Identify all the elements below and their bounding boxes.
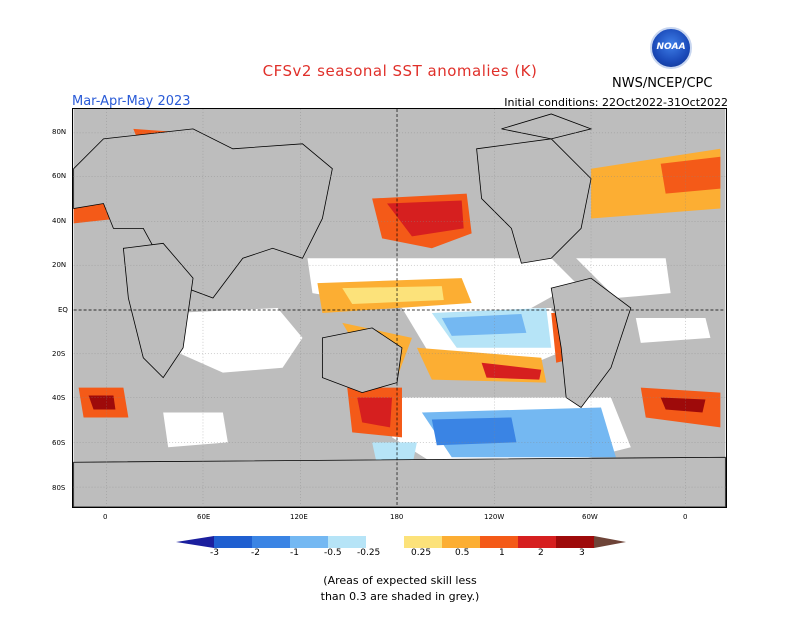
sst-anomaly-map <box>72 108 727 508</box>
lat-label: 40N <box>52 217 67 225</box>
colorbar-label: -1 <box>290 548 299 558</box>
skill-note-line1: (Areas of expected skill less <box>323 574 477 587</box>
colorbar <box>176 536 626 548</box>
lat-label: 40S <box>52 394 66 402</box>
colorbar-segment <box>214 536 252 548</box>
lon-label: 180 <box>390 513 404 521</box>
lat-label: 60S <box>52 439 66 447</box>
forecast-period: Mar-Apr-May 2023 <box>72 94 191 109</box>
minor-gridlines <box>73 109 726 507</box>
lon-label: 60E <box>197 513 211 521</box>
colorbar-label: -0.25 <box>357 548 381 558</box>
lon-label: 0 <box>103 513 108 521</box>
colorbar-arrow-high <box>594 536 626 548</box>
skill-note-line2: than 0.3 are shaded in grey.) <box>320 590 480 603</box>
colorbar-segment <box>442 536 480 548</box>
colorbar-label: -3 <box>210 548 219 558</box>
colorbar-segment <box>328 536 366 548</box>
colorbar-segment <box>518 536 556 548</box>
colorbar-label: 2 <box>538 548 544 558</box>
colorbar-segment <box>404 536 442 548</box>
lat-label: 60N <box>52 172 67 180</box>
colorbar-label: 0.25 <box>411 548 432 558</box>
colorbar-segment <box>252 536 290 548</box>
colorbar-label: 0.5 <box>455 548 470 558</box>
colorbar-label: -0.5 <box>324 548 342 558</box>
lat-label: 80N <box>52 128 67 136</box>
lat-label: 20N <box>52 261 67 269</box>
lon-label: 120E <box>290 513 308 521</box>
lat-label: 80S <box>52 484 66 492</box>
colorbar-segment <box>290 536 328 548</box>
noaa-logo: NOAA <box>650 27 692 69</box>
cool-anomalies <box>372 308 616 468</box>
logo-text: NOAA <box>656 42 686 52</box>
lat-label: 20S <box>52 350 66 358</box>
lon-label: 60W <box>582 513 598 521</box>
colorbar-label: -2 <box>251 548 260 558</box>
initial-conditions: Initial conditions: 22Oct2022-31Oct2022 <box>504 96 728 109</box>
colorbar-label: 3 <box>579 548 585 558</box>
map-gridlines <box>73 109 726 507</box>
map-title: CFSv2 seasonal SST anomalies (K) <box>262 62 538 80</box>
colorbar-segment <box>366 536 404 548</box>
colorbar-segment <box>480 536 518 548</box>
lat-label: EQ <box>58 306 68 314</box>
colorbar-segment <box>556 536 594 548</box>
agency-label: NWS/NCEP/CPC <box>612 76 713 91</box>
colorbar-arrow-low <box>176 536 214 548</box>
lon-label: 0 <box>683 513 688 521</box>
lon-label: 120W <box>484 513 505 521</box>
colorbar-label: 1 <box>499 548 505 558</box>
